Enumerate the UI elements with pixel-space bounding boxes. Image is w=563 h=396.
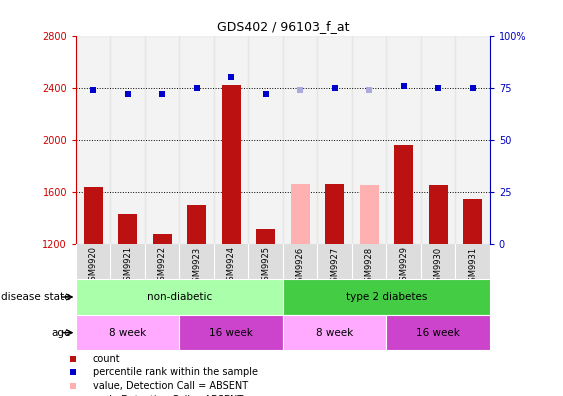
Text: GSM9925: GSM9925 xyxy=(261,246,270,286)
Point xyxy=(227,74,236,80)
Bar xyxy=(110,36,145,244)
Bar xyxy=(352,36,386,244)
Text: GSM9920: GSM9920 xyxy=(89,246,98,286)
Bar xyxy=(76,315,180,350)
Text: GSM9929: GSM9929 xyxy=(399,246,408,286)
Bar xyxy=(283,36,318,244)
Text: disease state: disease state xyxy=(1,292,70,302)
Point xyxy=(468,84,477,91)
Text: 16 week: 16 week xyxy=(416,327,460,338)
Bar xyxy=(222,85,240,244)
Text: GSM9926: GSM9926 xyxy=(296,246,305,287)
Text: GSM9930: GSM9930 xyxy=(434,246,443,287)
Bar xyxy=(283,315,386,350)
Bar xyxy=(145,36,180,244)
Bar xyxy=(386,315,490,350)
Bar xyxy=(291,184,310,244)
Bar xyxy=(394,145,413,244)
Text: type 2 diabetes: type 2 diabetes xyxy=(346,292,427,302)
Point xyxy=(158,91,167,97)
Bar xyxy=(180,36,214,244)
Text: 8 week: 8 week xyxy=(109,327,146,338)
Bar xyxy=(76,36,110,244)
Point xyxy=(365,86,374,93)
Title: GDS402 / 96103_f_at: GDS402 / 96103_f_at xyxy=(217,20,349,33)
Bar xyxy=(84,187,102,244)
Point xyxy=(434,84,443,91)
Bar xyxy=(153,234,172,244)
Bar xyxy=(118,214,137,244)
Bar xyxy=(421,36,455,244)
Bar xyxy=(180,315,283,350)
Text: rank, Detection Call = ABSENT: rank, Detection Call = ABSENT xyxy=(93,395,243,396)
Text: GSM9923: GSM9923 xyxy=(192,246,201,287)
Bar xyxy=(386,36,421,244)
Text: GSM9931: GSM9931 xyxy=(468,246,477,287)
Text: value, Detection Call = ABSENT: value, Detection Call = ABSENT xyxy=(93,381,248,391)
Text: GSM9928: GSM9928 xyxy=(365,246,374,287)
Text: 8 week: 8 week xyxy=(316,327,353,338)
Bar xyxy=(318,36,352,244)
Bar xyxy=(248,36,283,244)
Bar xyxy=(428,185,448,244)
Text: age: age xyxy=(51,327,70,338)
Bar xyxy=(360,185,378,244)
Bar xyxy=(283,279,490,315)
Point xyxy=(89,86,98,93)
Text: 16 week: 16 week xyxy=(209,327,253,338)
Text: GSM9927: GSM9927 xyxy=(330,246,339,287)
Text: non-diabetic: non-diabetic xyxy=(147,292,212,302)
Bar xyxy=(463,199,482,244)
Bar xyxy=(325,184,344,244)
Text: percentile rank within the sample: percentile rank within the sample xyxy=(93,367,258,377)
Text: GSM9924: GSM9924 xyxy=(227,246,236,286)
Point xyxy=(399,82,408,89)
Bar xyxy=(214,36,248,244)
Point xyxy=(192,84,201,91)
Text: GSM9921: GSM9921 xyxy=(123,246,132,286)
Point xyxy=(296,86,305,93)
Text: GSM9922: GSM9922 xyxy=(158,246,167,286)
Bar xyxy=(256,229,275,244)
Point xyxy=(330,84,339,91)
Point xyxy=(261,91,270,97)
Text: count: count xyxy=(93,354,120,364)
Point xyxy=(123,91,132,97)
Bar xyxy=(76,279,283,315)
Bar xyxy=(455,36,490,244)
Bar xyxy=(187,205,206,244)
